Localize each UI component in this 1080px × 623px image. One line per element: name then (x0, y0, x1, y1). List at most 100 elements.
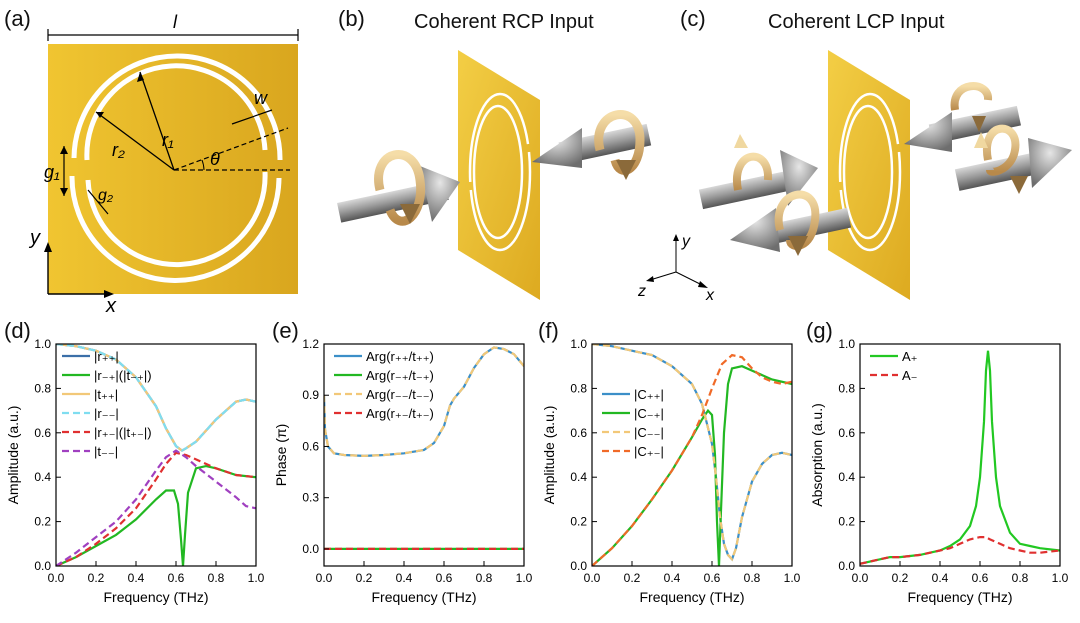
label-theta: θ (210, 149, 220, 169)
series-line-d-4 (56, 451, 256, 566)
legend-label-d-2: |t₊₊| (94, 387, 118, 402)
x-tick-label-e-3: 0.6 (436, 571, 453, 585)
y-tick-label-e-4: 1.2 (302, 337, 319, 351)
label-l: l (173, 12, 178, 32)
label-g2: g₂ (98, 187, 113, 204)
legend-label-d-5: |t₋₋| (94, 444, 118, 459)
legend-label-e-0: Arg(r₊₊/t₊₊) (366, 349, 434, 364)
y-tick-label-d-5: 1.0 (34, 337, 51, 351)
axes-3d: y x z (637, 233, 715, 304)
y-axis-label-e: Phase (π) (273, 424, 289, 487)
x-tick-label-g-5: 1.0 (1052, 571, 1069, 585)
legend-label-d-3: |r₋₋| (94, 406, 119, 421)
y-tick-label-f-0: 0.0 (570, 559, 587, 573)
axis-y-label: y (28, 227, 41, 249)
legend-label-d-4: |r₊₋|(|t₊₋|) (94, 425, 152, 440)
axis3d-y: y (681, 233, 691, 250)
chart-d: 0.0 0.2 0.4 0.6 0.8 1.0 0.0 0.2 0.4 0.6 0.8 1.0 Freq… (5, 337, 265, 605)
y-tick-label-f-5: 1.0 (570, 337, 587, 351)
axis3d-z: z (637, 283, 646, 300)
y-tick-label-f-1: 0.2 (570, 515, 587, 529)
x-axis-label-d: Frequency (THz) (103, 589, 208, 605)
chart-e: 0.0 0.2 0.4 0.6 0.8 1.0 0.0 0.3 0.6 0.9 1.2 Frequen… (273, 337, 533, 605)
x-tick-label-f-0: 0.0 (584, 571, 601, 585)
y-axis-label-f: Amplitude (a.u.) (541, 406, 557, 505)
y-tick-label-g-5: 1.0 (838, 337, 855, 351)
x-tick-label-f-1: 0.2 (624, 571, 641, 585)
legend-label-f-1: |C₋₊| (634, 406, 664, 421)
plot-frame-e (323, 343, 525, 567)
outer-ring (69, 53, 283, 283)
y-tick-label-g-3: 0.6 (838, 426, 855, 440)
y-tick-label-d-4: 0.8 (34, 381, 51, 395)
y-tick-label-e-2: 0.6 (302, 439, 319, 453)
chart-f: 0.0 0.2 0.4 0.6 0.8 1.0 0.0 0.2 0.4 0.6 0.8 1.0 Freq… (541, 337, 801, 605)
panel-label-a: (a) (4, 6, 31, 31)
x-tick-label-d-1: 0.2 (88, 571, 105, 585)
series-line-e-2 (324, 346, 524, 458)
label-g1: g₁ (44, 162, 60, 182)
series-line-d-5 (56, 449, 256, 566)
r2-line (95, 111, 175, 171)
unit-cell-diagram: l r₁ r₂ θ w g₁ g₂ y x (28, 12, 299, 317)
x-tick-label-d-4: 0.8 (208, 571, 225, 585)
legend-label-e-1: Arg(r₋₊/t₋₊) (366, 368, 434, 383)
x-tick-label-d-0: 0.0 (48, 571, 65, 585)
x-axis-label-f: Frequency (THz) (639, 589, 744, 605)
plot-frame-d (55, 343, 257, 567)
x-tick-label-e-0: 0.0 (316, 571, 333, 585)
legend-label-f-3: |C₊₋| (634, 444, 664, 459)
panel-label-b: (b) (338, 6, 365, 31)
r1-line (139, 71, 175, 171)
y-tick-label-e-3: 0.9 (302, 388, 319, 402)
inner-ring (84, 63, 268, 268)
x-tick-label-d-3: 0.6 (168, 571, 185, 585)
y-tick-label-d-2: 0.4 (34, 470, 51, 484)
x-tick-label-f-4: 0.8 (744, 571, 761, 585)
y-tick-label-e-1: 0.3 (302, 491, 319, 505)
panel-label-d: (d) (4, 318, 31, 343)
rcp-illustration (337, 50, 652, 300)
legend-label-f-0: |C₊₊| (634, 387, 664, 402)
x-axis-label-g: Frequency (THz) (907, 589, 1012, 605)
series-line-d-1 (56, 464, 256, 566)
lcp-illustration (698, 50, 1072, 300)
plot-frame-f (591, 343, 793, 567)
x-tick-label-e-1: 0.2 (356, 571, 373, 585)
x-tick-label-e-5: 1.0 (516, 571, 533, 585)
label-r1: r₁ (162, 130, 174, 150)
x-tick-label-e-4: 0.8 (476, 571, 493, 585)
series-line-g-1 (860, 536, 1060, 565)
x-tick-label-f-3: 0.6 (704, 571, 721, 585)
x-tick-label-g-3: 0.6 (972, 571, 989, 585)
y-tick-label-f-2: 0.4 (570, 470, 587, 484)
x-tick-label-g-0: 0.0 (852, 571, 869, 585)
y-tick-label-d-1: 0.2 (34, 515, 51, 529)
rcp-title: Coherent RCP Input (414, 11, 594, 33)
y-axis-label-g: Absorption (a.u.) (809, 403, 825, 507)
chart-g: 0.0 0.2 0.4 0.6 0.8 1.0 0.0 0.2 0.4 0.6 0.8 1.0 Freq… (809, 337, 1069, 605)
lcp-title: Coherent LCP Input (768, 11, 945, 33)
x-tick-label-f-2: 0.4 (664, 571, 681, 585)
x-tick-label-g-1: 0.2 (892, 571, 909, 585)
x-tick-label-g-4: 0.8 (1012, 571, 1029, 585)
series-line-d-2 (56, 344, 256, 452)
y-tick-label-e-0: 0.0 (302, 542, 319, 556)
axis-x-label: x (105, 295, 117, 317)
y-tick-label-f-4: 0.8 (570, 381, 587, 395)
y-tick-label-f-3: 0.6 (570, 426, 587, 440)
series-line-f-0 (592, 344, 792, 562)
legend-label-g-0: A₊ (902, 349, 918, 364)
y-tick-label-g-2: 0.4 (838, 470, 855, 484)
panel-label-c: (c) (680, 6, 706, 31)
legend-label-g-1: A₋ (902, 368, 918, 383)
x-tick-label-e-2: 0.4 (396, 571, 413, 585)
series-line-f-2 (592, 344, 792, 562)
label-r2: r₂ (112, 140, 125, 160)
y-tick-label-d-0: 0.0 (34, 559, 51, 573)
label-w: w (254, 88, 268, 108)
legend-label-d-0: |r₊₊| (94, 349, 119, 364)
series-line-d-3 (56, 344, 256, 452)
x-tick-label-d-2: 0.4 (128, 571, 145, 585)
legend-label-e-3: Arg(r₊₋/t₊₋) (366, 406, 434, 421)
